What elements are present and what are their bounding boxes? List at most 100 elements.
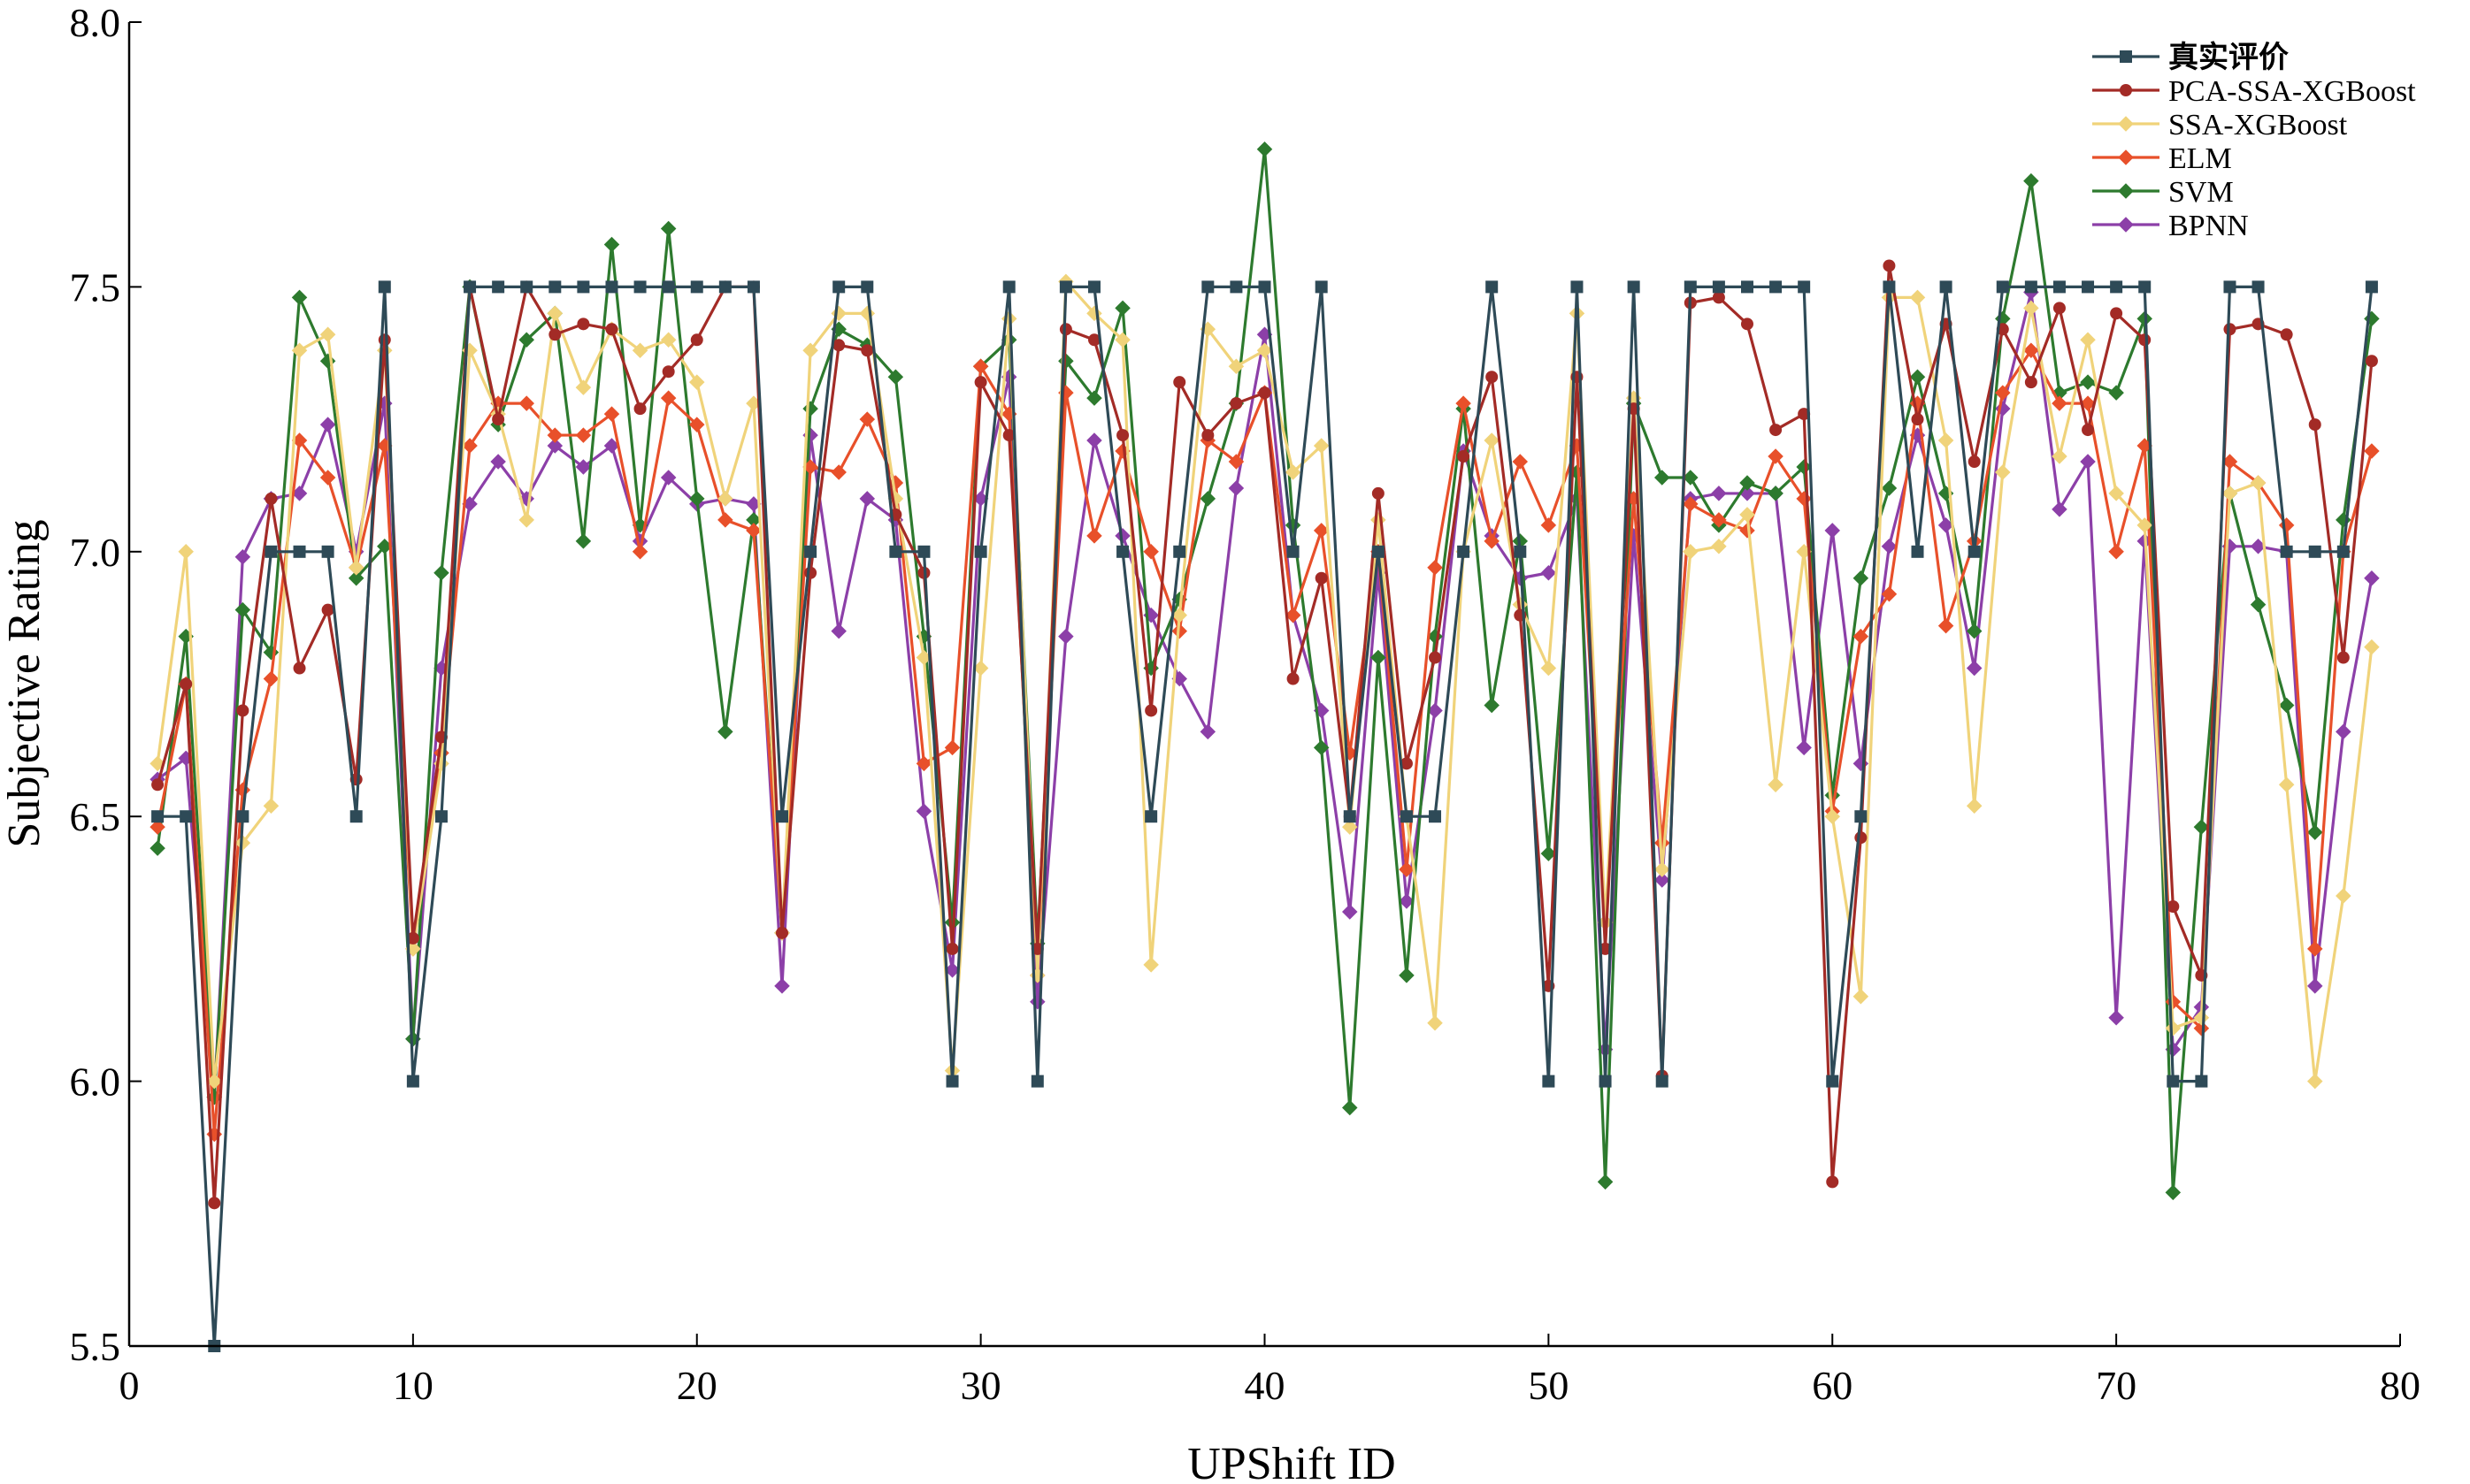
data-point xyxy=(1228,480,1245,496)
data-point xyxy=(1429,810,1442,823)
data-point xyxy=(1653,470,1670,486)
data-point xyxy=(2193,1020,2210,1037)
y-tick-label: 6.5 xyxy=(70,794,121,839)
data-point xyxy=(1400,810,1413,823)
data-point xyxy=(633,402,647,416)
data-point xyxy=(575,379,592,395)
data-point xyxy=(2193,1009,2210,1026)
data-point xyxy=(2250,539,2267,555)
data-point xyxy=(1086,390,1102,406)
data-point xyxy=(831,464,847,480)
data-point xyxy=(2336,888,2351,904)
data-point xyxy=(717,491,733,507)
data-point xyxy=(1116,429,1130,442)
data-point xyxy=(1909,369,1926,385)
data-point xyxy=(1852,570,1869,586)
data-point xyxy=(1115,300,1131,317)
x-tick-label: 10 xyxy=(393,1363,433,1408)
data-point xyxy=(1881,480,1898,496)
legend-item-bpnn: BPNN xyxy=(2092,210,2249,242)
y-ticks: 5.5 6.0 6.5 7.0 7.5 8.0 xyxy=(70,0,142,1369)
data-point xyxy=(319,417,336,432)
data-point xyxy=(802,459,818,475)
data-point xyxy=(151,810,165,823)
data-point xyxy=(1313,739,1330,756)
data-point xyxy=(319,470,336,486)
data-point xyxy=(1201,429,1215,442)
data-point xyxy=(2251,280,2265,294)
data-point xyxy=(520,280,533,294)
data-point xyxy=(660,390,677,406)
data-point xyxy=(859,491,876,507)
data-point xyxy=(2308,418,2321,432)
data-point xyxy=(916,755,932,772)
data-point xyxy=(1768,448,1783,464)
data-point xyxy=(1400,757,1413,770)
data-point xyxy=(234,835,251,851)
data-point xyxy=(2167,1075,2180,1088)
data-point xyxy=(2052,448,2067,464)
data-point xyxy=(804,545,817,558)
data-point xyxy=(2280,545,2293,558)
data-point xyxy=(1484,533,1500,549)
data-point xyxy=(1342,904,1358,920)
data-point xyxy=(1768,776,1783,793)
data-point xyxy=(2250,596,2267,613)
data-point xyxy=(2052,501,2067,517)
data-point xyxy=(1484,697,1500,714)
data-point xyxy=(660,332,677,348)
data-point xyxy=(575,427,592,443)
data-point xyxy=(1059,323,1072,336)
data-point xyxy=(889,545,902,558)
data-point xyxy=(662,280,675,294)
data-point xyxy=(577,280,590,294)
data-point xyxy=(1002,429,1016,442)
data-point xyxy=(151,778,165,792)
data-point xyxy=(1115,528,1131,544)
data-point xyxy=(831,623,847,639)
data-point xyxy=(1740,317,1753,331)
data-point xyxy=(633,280,647,294)
data-point xyxy=(1740,280,1753,294)
data-point xyxy=(1852,989,1869,1005)
data-point xyxy=(1826,1075,1839,1088)
data-point xyxy=(577,317,590,331)
data-point xyxy=(2306,978,2323,994)
data-point xyxy=(1966,798,1983,814)
data-point xyxy=(1683,470,1699,486)
data-point xyxy=(1285,607,1301,623)
data-point xyxy=(689,491,705,507)
data-point xyxy=(1769,424,1783,437)
data-point xyxy=(1455,395,1471,411)
data-point xyxy=(1684,280,1697,294)
data-point xyxy=(2108,385,2124,401)
data-point xyxy=(1911,545,1924,558)
data-point xyxy=(1966,623,1983,639)
x-ticks: 0 10 20 30 40 50 60 70 80 xyxy=(119,1334,2420,1408)
data-point xyxy=(632,544,648,560)
data-point xyxy=(462,438,478,454)
data-point xyxy=(1655,1075,1668,1088)
data-point xyxy=(378,280,391,294)
data-point xyxy=(1996,280,2009,294)
data-point xyxy=(434,810,448,823)
data-point xyxy=(208,1197,221,1210)
data-point xyxy=(1968,545,1981,558)
legend-item-svm: SVM xyxy=(2092,176,2234,209)
data-point xyxy=(1683,544,1699,560)
data-point xyxy=(2308,545,2321,558)
data-point xyxy=(1937,517,1954,533)
data-point xyxy=(1540,565,1557,581)
data-point xyxy=(660,470,677,486)
data-point xyxy=(518,332,534,348)
data-point xyxy=(1514,545,1527,558)
data-point xyxy=(946,942,959,955)
x-tick-label: 80 xyxy=(2380,1363,2420,1408)
data-point xyxy=(2306,941,2323,957)
data-point xyxy=(2306,824,2323,840)
data-point xyxy=(2023,172,2039,189)
data-point xyxy=(1627,280,1640,294)
data-point xyxy=(1599,1075,1612,1088)
data-point xyxy=(180,677,193,691)
data-point xyxy=(1485,280,1499,294)
